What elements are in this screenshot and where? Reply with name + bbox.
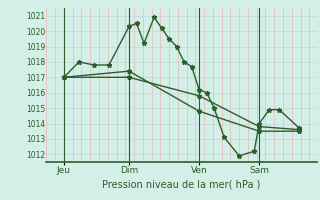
X-axis label: Pression niveau de la mer( hPa ): Pression niveau de la mer( hPa ) (102, 179, 261, 189)
